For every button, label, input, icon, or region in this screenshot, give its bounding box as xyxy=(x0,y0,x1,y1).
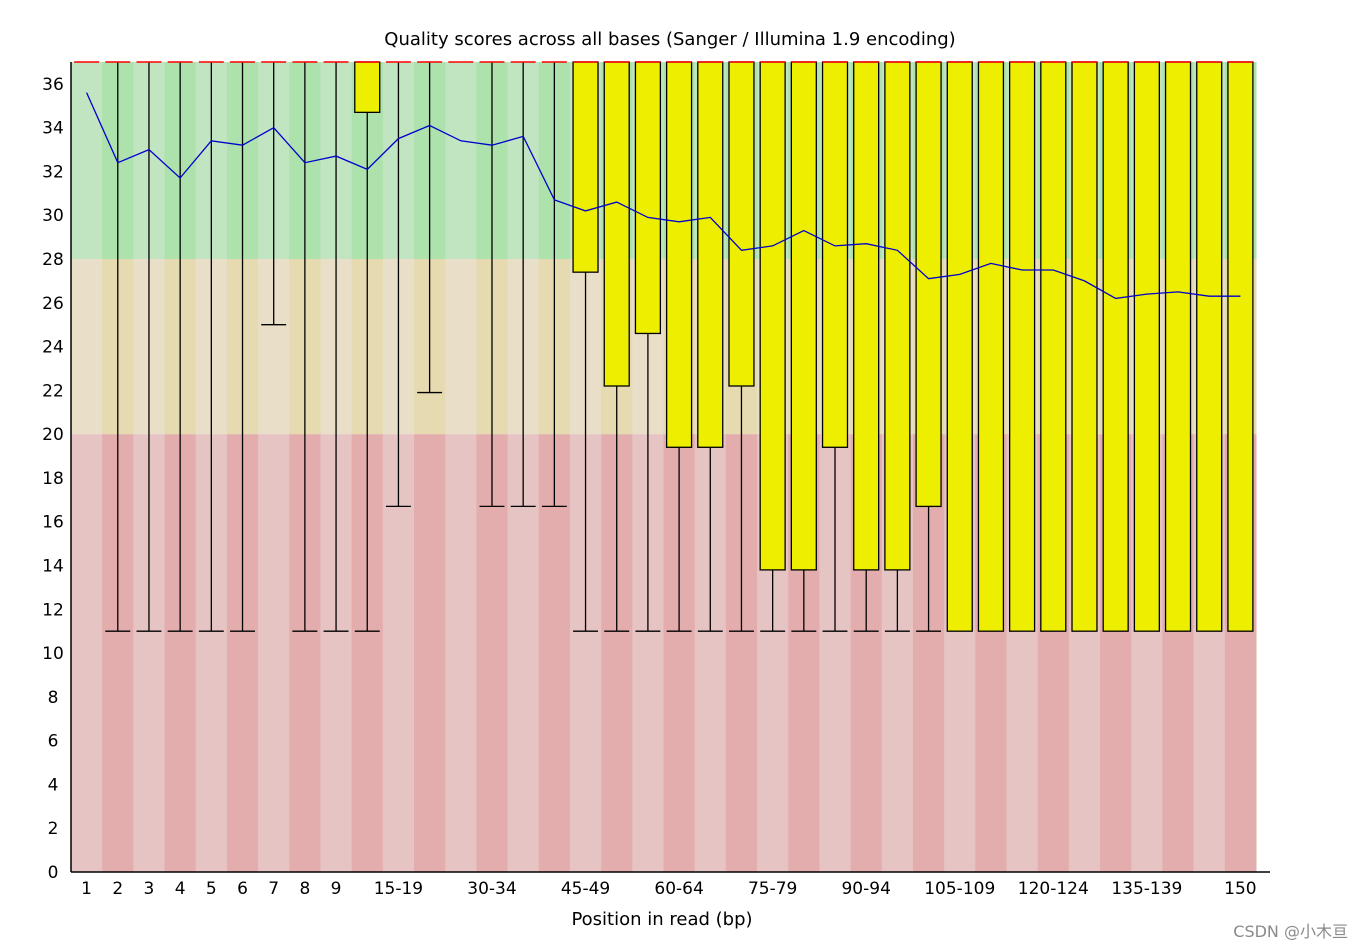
y-tick-label: 18 xyxy=(42,469,64,489)
zone-poor-band xyxy=(538,434,571,872)
y-tick-label: 20 xyxy=(42,425,64,445)
mean-line xyxy=(86,92,1241,300)
box-125-129 xyxy=(1071,61,1098,632)
x-tick-label: 5 xyxy=(206,879,217,899)
y-tick-label: 14 xyxy=(42,557,64,577)
box-130-134 xyxy=(1102,61,1129,632)
y-tick-label: 10 xyxy=(42,644,64,664)
y-tick-label: 24 xyxy=(42,338,64,358)
y-tick-label: 0 xyxy=(48,863,59,883)
x-tick-label: 6 xyxy=(237,879,248,899)
y-tick-label: 12 xyxy=(42,600,64,620)
zone-poor-band xyxy=(507,434,540,872)
box-135-139 xyxy=(1133,61,1160,632)
x-tick-label: 135-139 xyxy=(1111,879,1182,899)
box-95-99 xyxy=(884,61,911,571)
x-tick-label: 3 xyxy=(144,879,155,899)
box-120-124 xyxy=(1040,61,1067,632)
zone-poor-band xyxy=(476,434,509,872)
y-tick-label: 8 xyxy=(48,688,59,708)
y-tick-label: 34 xyxy=(42,119,64,139)
box-110-114 xyxy=(977,61,1005,632)
mean-line-layer xyxy=(86,92,1241,300)
box-70-74 xyxy=(728,61,755,387)
box-90-94 xyxy=(853,61,880,571)
x-tick-label: 30-34 xyxy=(467,879,516,899)
box-100-104 xyxy=(915,61,942,508)
zone-good-band xyxy=(71,62,103,260)
x-tick-label: 7 xyxy=(268,879,279,899)
x-axis-label: Position in read (bp) xyxy=(571,909,752,930)
box-45-49 xyxy=(572,61,599,273)
box-115-119 xyxy=(1008,61,1036,632)
y-tick-label: 6 xyxy=(48,732,59,752)
zone-poor-band xyxy=(382,434,415,872)
y-tick-label: 28 xyxy=(42,250,64,270)
box-10-14 xyxy=(354,61,381,114)
x-tick-label: 15-19 xyxy=(374,879,423,899)
x-tick-label: 60-64 xyxy=(654,879,703,899)
box-85-89 xyxy=(821,61,849,448)
y-tick-label: 16 xyxy=(42,513,64,533)
x-tick-label: 105-109 xyxy=(924,879,995,899)
box-65-69 xyxy=(697,61,724,448)
zone-poor-band xyxy=(445,434,477,872)
zone-reasonable-band xyxy=(445,259,477,435)
box-55-59 xyxy=(634,61,662,335)
box-140-144 xyxy=(1164,61,1192,632)
box-145-149 xyxy=(1196,61,1223,632)
zone-poor-band xyxy=(414,434,446,872)
y-tick-label: 4 xyxy=(48,775,59,795)
box-105-109 xyxy=(946,61,973,632)
box-150 xyxy=(1227,61,1254,632)
x-tick-label: 150 xyxy=(1224,879,1256,899)
x-tick-label: 9 xyxy=(331,879,342,899)
y-tick-label: 2 xyxy=(48,819,59,839)
x-tick-label: 120-124 xyxy=(1018,879,1089,899)
x-tick-label: 8 xyxy=(299,879,310,899)
x-ticks: 1 2 3 4 5 6 7 8 9 15-19 30-34 45-49 60-64 75-79 90-94 1… xyxy=(81,879,1256,899)
x-tick-label: 75-79 xyxy=(748,879,797,899)
box-50-54 xyxy=(603,61,630,387)
box-75-79 xyxy=(759,61,786,571)
axes xyxy=(70,62,1270,873)
y-tick-label: 30 xyxy=(42,206,64,226)
x-tick-label: 90-94 xyxy=(841,879,890,899)
box-plots xyxy=(74,61,1254,632)
y-tick-label: 22 xyxy=(42,381,64,401)
box-60-64 xyxy=(665,61,693,448)
y-tick-label: 26 xyxy=(42,294,64,314)
x-tick-label: 1 xyxy=(81,879,92,899)
watermark: CSDN @小木亘 xyxy=(1233,922,1348,941)
x-tick-label: 2 xyxy=(112,879,123,899)
zone-poor-band xyxy=(71,434,103,872)
zone-poor-band xyxy=(258,434,290,872)
zone-reasonable-band xyxy=(71,259,103,435)
zone-good-band xyxy=(445,62,477,260)
x-tick-label: 45-49 xyxy=(561,879,610,899)
y-tick-label: 36 xyxy=(42,75,64,95)
box-80-84 xyxy=(790,61,817,571)
chart-title: Quality scores across all bases (Sanger … xyxy=(384,29,955,50)
x-tick-label: 4 xyxy=(175,879,186,899)
y-tick-label: 32 xyxy=(42,162,64,182)
